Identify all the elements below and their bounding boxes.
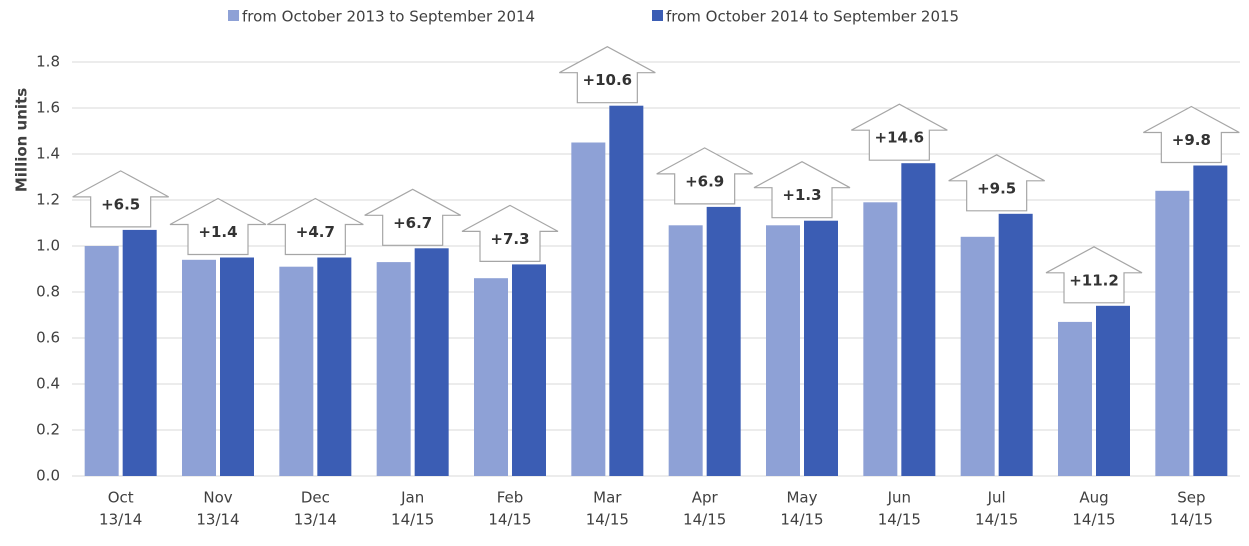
bar (84, 246, 119, 476)
bar (901, 163, 936, 476)
x-tick-label: 13/14 (196, 511, 239, 529)
bar (571, 142, 606, 476)
x-tick-label: Dec (301, 489, 330, 507)
y-tick-label: 0.0 (36, 467, 60, 485)
legend-label: from October 2014 to September 2015 (666, 8, 959, 26)
bar (182, 259, 216, 476)
bar (1058, 321, 1092, 476)
x-tick-label: 14/15 (683, 511, 726, 529)
growth-arrow (1143, 105, 1240, 164)
growth-label: +1.4 (198, 223, 237, 241)
growth-arrow (1045, 246, 1143, 304)
bar (512, 264, 546, 476)
bar (317, 257, 352, 476)
y-tick-label: 0.2 (36, 421, 60, 439)
x-tick-label: Jan (400, 489, 424, 507)
legend-swatch (652, 10, 663, 21)
bar (998, 213, 1033, 477)
x-tick-label: Jul (987, 489, 1006, 507)
growth-label: +6.9 (685, 172, 724, 190)
growth-label: +11.2 (1069, 271, 1119, 289)
bar (706, 206, 741, 476)
bar (414, 248, 449, 476)
growth-arrow (851, 103, 948, 161)
growth-arrow (169, 197, 267, 256)
y-tick-label: 1.2 (36, 191, 60, 209)
bar (376, 262, 411, 476)
bar (279, 266, 314, 476)
x-tick-label: Jun (887, 489, 911, 507)
x-tick-label: 14/15 (586, 511, 629, 529)
growth-label: +9.8 (1172, 131, 1211, 149)
x-tick-label: 14/15 (488, 511, 531, 529)
x-tick-label: 14/15 (878, 511, 921, 529)
x-tick-label: 13/14 (99, 511, 142, 529)
growth-label: +7.3 (490, 230, 529, 248)
bar (804, 220, 838, 476)
bar (220, 257, 254, 476)
growth-arrow (559, 46, 656, 104)
growth-arrow (364, 188, 461, 246)
x-tick-label: May (786, 489, 817, 507)
x-tick-label: Aug (1079, 489, 1108, 507)
growth-label: +9.5 (977, 179, 1016, 197)
growth-arrow (753, 161, 851, 219)
growth-label: +6.7 (393, 214, 432, 232)
y-tick-label: 1.6 (36, 99, 60, 117)
bar (474, 278, 508, 476)
y-axis-label: Million units (13, 88, 31, 192)
growth-label: +1.3 (782, 186, 821, 204)
x-tick-label: 13/14 (294, 511, 337, 529)
y-tick-label: 0.6 (36, 329, 60, 347)
legend-label: from October 2013 to September 2014 (242, 8, 535, 26)
growth-label: +4.7 (296, 223, 335, 241)
x-tick-label: Nov (203, 489, 232, 507)
x-tick-label: 14/15 (1072, 511, 1115, 529)
y-tick-label: 1.8 (36, 53, 60, 71)
growth-arrow (948, 154, 1045, 212)
y-tick-label: 0.4 (36, 375, 60, 393)
x-tick-label: 14/15 (1170, 511, 1213, 529)
legend-swatch (228, 10, 239, 21)
x-tick-label: Sep (1177, 489, 1205, 507)
x-tick-label: Apr (692, 489, 719, 507)
growth-label: +14.6 (875, 129, 925, 147)
growth-arrow (461, 204, 559, 262)
bar (1155, 190, 1190, 477)
x-tick-label: 14/15 (780, 511, 823, 529)
x-tick-label: 14/15 (391, 511, 434, 529)
growth-label: +10.6 (583, 71, 633, 89)
x-tick-label: Mar (593, 489, 622, 507)
growth-arrow (267, 197, 364, 256)
bar (668, 225, 703, 476)
bar (766, 225, 800, 476)
growth-arrow (72, 170, 169, 228)
y-tick-label: 1.4 (36, 145, 60, 163)
bar (122, 229, 157, 476)
bar (1096, 305, 1130, 476)
growth-arrow (656, 147, 753, 205)
bar (960, 236, 995, 476)
x-tick-label: 14/15 (975, 511, 1018, 529)
bar (863, 202, 898, 477)
x-tick-label: Oct (108, 489, 134, 507)
bar (1193, 165, 1228, 476)
x-tick-label: Feb (497, 489, 524, 507)
y-tick-label: 0.8 (36, 283, 60, 301)
growth-label: +6.5 (101, 195, 140, 213)
y-tick-label: 1.0 (36, 237, 60, 255)
bar (609, 105, 644, 476)
